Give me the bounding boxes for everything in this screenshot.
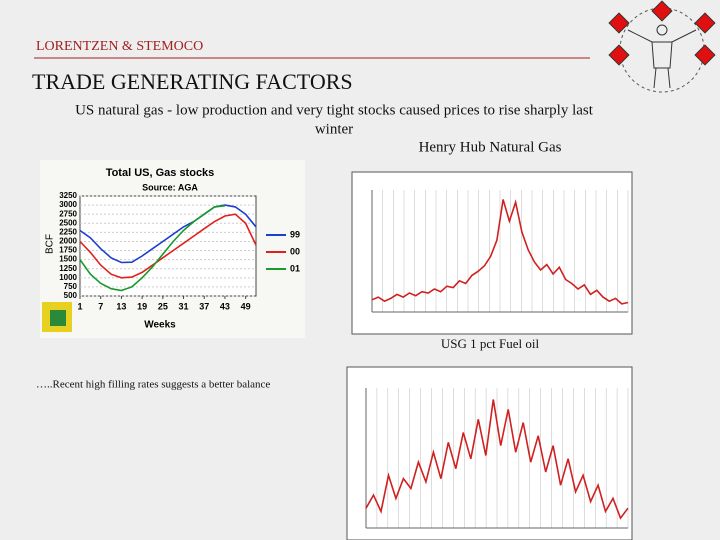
y-tick-label: 1750 bbox=[59, 246, 77, 255]
y-tick-label: 2500 bbox=[59, 218, 77, 227]
y-tick-label: 1500 bbox=[59, 255, 77, 264]
x-tick-label: 13 bbox=[116, 301, 126, 311]
data-line bbox=[79, 205, 225, 292]
subtitle: winter bbox=[315, 121, 353, 137]
x-tick-label: 31 bbox=[179, 301, 189, 311]
data-line bbox=[79, 213, 257, 279]
y-tick-label: 1000 bbox=[59, 273, 77, 282]
plot-area bbox=[79, 195, 257, 297]
data-line bbox=[371, 199, 629, 305]
caption: Henry Hub Natural Gas bbox=[419, 139, 562, 155]
logo bbox=[608, 0, 716, 93]
chart-title: Total US, Gas stocks bbox=[106, 167, 215, 179]
data-line bbox=[365, 399, 629, 520]
subtitle: US natural gas - low production and very… bbox=[75, 102, 594, 118]
y-tick-label: 2000 bbox=[59, 237, 77, 246]
chart-logo bbox=[42, 302, 72, 332]
y-tick-label: 500 bbox=[64, 291, 78, 300]
y-tick-label: 750 bbox=[64, 282, 78, 291]
legend-label: 00 bbox=[290, 246, 300, 256]
slide-title: TRADE GENERATING FACTORS bbox=[32, 69, 353, 94]
company-name: LORENTZEN & STEMOCO bbox=[36, 39, 203, 54]
legend-label: 99 bbox=[290, 229, 300, 239]
y-tick-label: 1250 bbox=[59, 264, 77, 273]
x-axis-label: Weeks bbox=[144, 320, 176, 331]
chart-frame bbox=[346, 366, 633, 540]
caption: USG 1 pct Fuel oil bbox=[441, 336, 540, 351]
y-tick-label: 3250 bbox=[59, 191, 77, 200]
y-tick-label: 2250 bbox=[59, 227, 77, 236]
note: …..Recent high filling rates suggests a … bbox=[36, 379, 270, 391]
x-tick-label: 49 bbox=[241, 301, 251, 311]
y-tick-label: 2750 bbox=[59, 209, 77, 218]
y-tick-label: 3000 bbox=[59, 200, 77, 209]
x-tick-label: 19 bbox=[137, 301, 147, 311]
data-line bbox=[79, 204, 257, 264]
x-tick-label: 37 bbox=[199, 301, 209, 311]
x-tick-label: 25 bbox=[158, 301, 168, 311]
x-tick-label: 1 bbox=[77, 301, 82, 311]
x-tick-label: 43 bbox=[220, 301, 230, 311]
x-tick-label: 7 bbox=[98, 301, 103, 311]
chart-subtitle: Source: AGA bbox=[142, 182, 198, 192]
y-axis-label: BCF bbox=[45, 234, 56, 254]
legend-label: 01 bbox=[290, 263, 300, 273]
